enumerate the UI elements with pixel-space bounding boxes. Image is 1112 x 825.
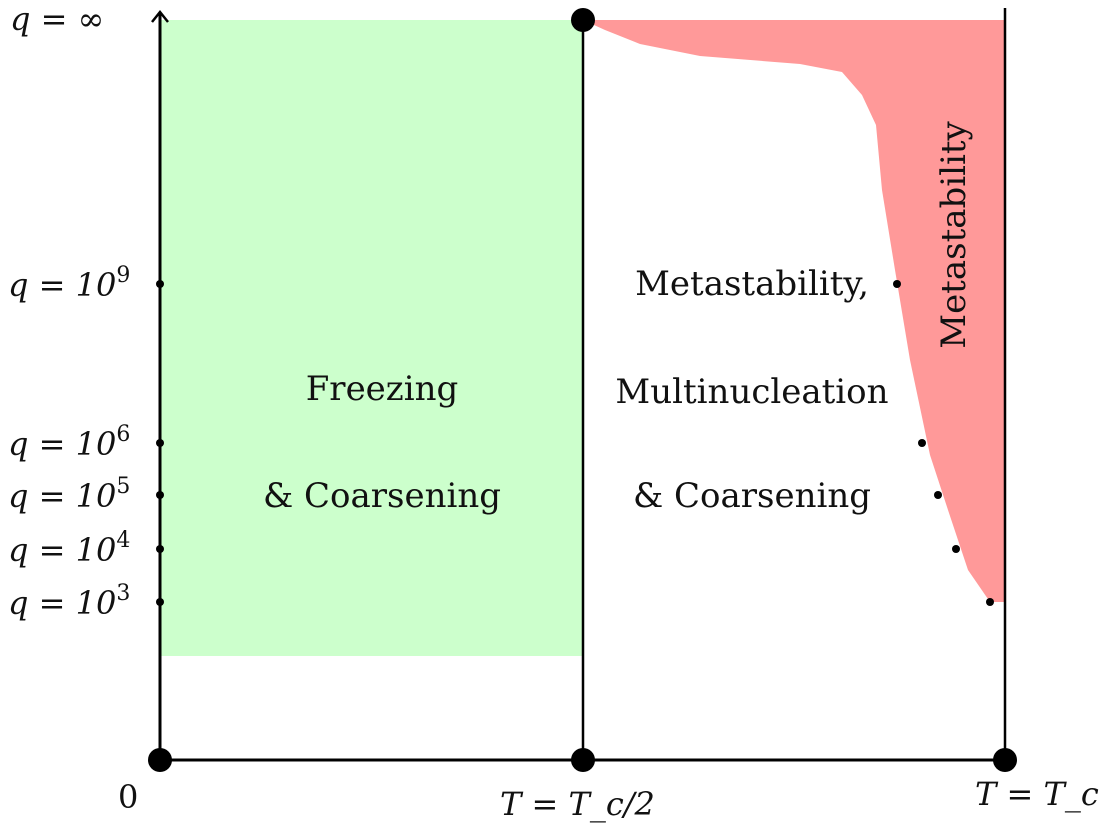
left-region-line2: & Coarsening (263, 476, 501, 516)
y-tick-label-5: q = 105 (8, 474, 130, 515)
right-region-line3: & Coarsening (633, 476, 871, 516)
left-region-line1: Freezing (306, 369, 459, 409)
y-tick-label-base: q = 10 (8, 477, 116, 515)
boundary-dot-5 (934, 491, 942, 499)
y-top-label: q = ∞ (10, 0, 104, 38)
metastability-region (583, 20, 1005, 602)
boundary-dot-6 (918, 439, 926, 447)
freezing-region (160, 20, 583, 656)
ytick-dot-3 (156, 598, 164, 606)
y-tick-label-base: q = 10 (8, 584, 116, 622)
x-right-label: T = T_c (975, 775, 1099, 813)
x-mid-label: T = T_c/2 (500, 785, 655, 823)
origin-node (148, 748, 172, 772)
y-tick-label-base: q = 10 (8, 531, 116, 569)
y-tick-label-base: q = 10 (8, 266, 116, 304)
mid-bottom-node (571, 748, 595, 772)
y-tick-label-4: q = 104 (8, 528, 130, 569)
ytick-dot-5 (156, 491, 164, 499)
boundary-dot-3 (986, 598, 994, 606)
right-bottom-node (993, 748, 1017, 772)
mid-top-node (571, 8, 595, 32)
ytick-dot-9 (156, 280, 164, 288)
y-tick-label-exponent: 6 (116, 422, 130, 447)
y-tick-label-exponent: 3 (116, 581, 130, 606)
boundary-dot-9 (893, 280, 901, 288)
boundary-dot-4 (952, 545, 960, 553)
y-tick-label-9: q = 109 (8, 263, 130, 304)
y-tick-label-exponent: 4 (116, 528, 130, 553)
metastability-label: Metastability (934, 120, 974, 348)
y-tick-label-base: q = 10 (8, 425, 116, 463)
right-region-line1: Metastability, (635, 264, 869, 304)
y-tick-label-exponent: 5 (116, 474, 130, 499)
y-axis-arrow-icon (151, 9, 169, 23)
y-tick-label-exponent: 9 (116, 263, 130, 288)
right-region-line2: Multinucleation (615, 372, 888, 412)
origin-label: 0 (118, 778, 138, 816)
ytick-dot-6 (156, 439, 164, 447)
y-tick-label-6: q = 106 (8, 422, 130, 463)
y-tick-label-3: q = 103 (8, 581, 130, 622)
ytick-dot-4 (156, 545, 164, 553)
